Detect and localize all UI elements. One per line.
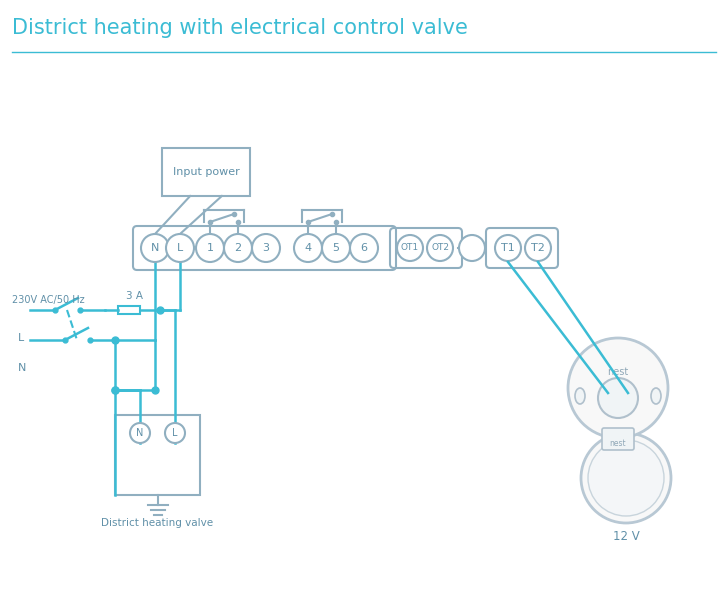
Circle shape xyxy=(165,423,185,443)
Text: OT2: OT2 xyxy=(431,244,449,252)
Bar xyxy=(115,415,200,495)
Circle shape xyxy=(350,234,378,262)
FancyBboxPatch shape xyxy=(602,428,634,450)
Circle shape xyxy=(598,378,638,418)
Text: Input power: Input power xyxy=(173,167,240,177)
Text: nest: nest xyxy=(609,438,626,447)
Circle shape xyxy=(322,234,350,262)
Text: L: L xyxy=(173,428,178,438)
Circle shape xyxy=(588,440,664,516)
Text: District heating with electrical control valve: District heating with electrical control… xyxy=(12,18,468,38)
Text: 4: 4 xyxy=(304,243,312,253)
Bar xyxy=(162,148,250,196)
Text: 3: 3 xyxy=(263,243,269,253)
Text: 1: 1 xyxy=(207,243,213,253)
Text: T1: T1 xyxy=(501,243,515,253)
Circle shape xyxy=(224,234,252,262)
Text: nest: nest xyxy=(607,367,628,377)
Circle shape xyxy=(294,234,322,262)
Text: District heating valve: District heating valve xyxy=(101,518,213,528)
Circle shape xyxy=(252,234,280,262)
Circle shape xyxy=(525,235,551,261)
Text: L: L xyxy=(18,333,24,343)
Circle shape xyxy=(495,235,521,261)
Circle shape xyxy=(130,423,150,443)
Text: 230V AC/50 Hz: 230V AC/50 Hz xyxy=(12,295,84,305)
Text: 6: 6 xyxy=(360,243,368,253)
Text: 3 A: 3 A xyxy=(127,291,143,301)
Circle shape xyxy=(166,234,194,262)
Ellipse shape xyxy=(575,388,585,404)
Text: N: N xyxy=(18,363,26,373)
Text: N: N xyxy=(136,428,143,438)
Circle shape xyxy=(568,338,668,438)
Text: L: L xyxy=(177,243,183,253)
Circle shape xyxy=(581,433,671,523)
Text: 12 V: 12 V xyxy=(613,530,639,544)
Ellipse shape xyxy=(651,388,661,404)
Text: 5: 5 xyxy=(333,243,339,253)
Text: OT1: OT1 xyxy=(401,244,419,252)
Circle shape xyxy=(459,235,485,261)
Text: T2: T2 xyxy=(531,243,545,253)
Text: 2: 2 xyxy=(234,243,242,253)
Bar xyxy=(118,306,140,314)
Circle shape xyxy=(397,235,423,261)
Circle shape xyxy=(141,234,169,262)
Circle shape xyxy=(196,234,224,262)
Text: N: N xyxy=(151,243,159,253)
Circle shape xyxy=(427,235,453,261)
